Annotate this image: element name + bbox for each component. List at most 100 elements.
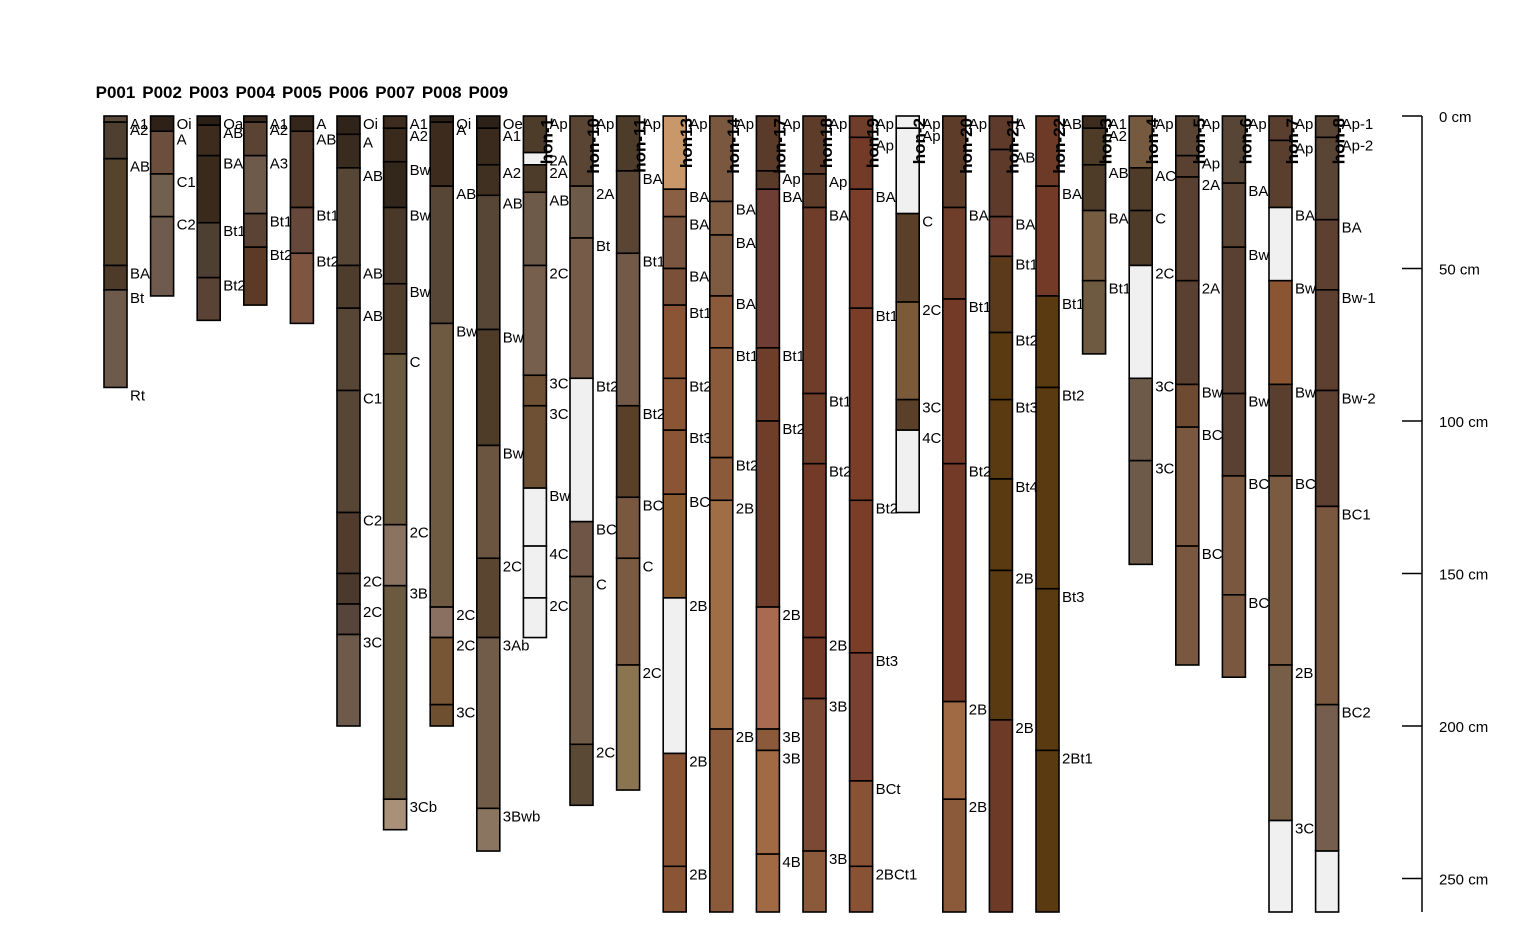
horizon-P004-3 [243,212,268,248]
horizon-label: Bw [1202,384,1223,401]
profile-id-label: hon-8 [1330,118,1349,164]
horizon-label: Ap [1155,116,1173,133]
horizon-label: C2 [363,513,382,530]
horizon-P002-2 [149,173,175,218]
horizon-label: Oe [503,116,523,133]
horizon-label: 3B [782,729,800,746]
horizon-label: 2A [1202,281,1220,298]
horizon-label: 2Bt1 [1062,750,1093,767]
horizon-hon-21-7 [988,569,1014,721]
horizon-hon-14-3 [708,295,734,349]
horizon-hon-11-6 [615,664,641,791]
profile-hon18: Ap Ap BA Bt1 Bt2 2B 3B 3B hon18 [802,115,852,913]
horizon-label: Oi [456,116,471,133]
horizon-label: 2B [689,866,707,883]
horizon-label: BC2 [1342,705,1371,722]
horizon-label: AB [363,308,383,325]
profile-id-label: hon-1 [537,118,556,164]
horizon-hon-1-5 [522,374,548,407]
horizon-label: Bt2 [736,458,759,475]
horizon-hon-4-4 [1128,377,1153,462]
horizon-P006-1 [336,133,361,169]
horizon-label: AB [1109,165,1129,182]
horizon-label: AB [1015,150,1035,167]
horizon-hon-20-4 [941,700,967,800]
horizon-P006-8 [336,603,361,636]
horizon-label: BA [829,208,849,225]
horizon-hon-5-3 [1175,279,1200,386]
profile-hon-5: Ap Ap 2A 2A Bw BC BC hon-5 [1175,115,1223,666]
horizon-label: 2C [456,607,475,624]
horizon-P003-3 [196,221,221,279]
horizon-label: 2B [1295,665,1313,682]
horizon-label: Bt1 [969,299,992,316]
horizon-label: Bt3 [689,430,712,447]
horizon-label: Oi [363,116,378,133]
horizon-hon-1-8 [522,545,548,599]
horizon-P009-5 [475,444,501,560]
profile-id-label: P003 [189,83,229,102]
horizon-label: BC [1202,546,1223,563]
horizon-hon-14-6 [708,499,734,730]
horizon-hon-1-7 [522,487,548,547]
horizon-label: Bw-1 [1342,290,1376,307]
profile-hon-7: Ap Ap BA Bw Bw BC 2B 3C hon-7 [1268,115,1316,913]
horizon-hon-1-6 [522,404,548,489]
horizon-label: 2B [689,598,707,615]
horizon-P006-9 [336,633,361,727]
horizon-label: A3 [270,156,288,173]
horizon-label: Bt1 [1109,281,1132,298]
horizon-label: BA [736,235,756,252]
profile-hon-20: Ap BA Bt1 Bt2 2B 2B hon-20 [941,115,992,913]
horizon-label: 3Ab [503,638,530,655]
horizon-label: Bt2 [1015,333,1038,350]
horizon-label: Ap [1202,156,1220,173]
horizon-P003-2 [196,154,221,224]
horizon-P005-3 [289,252,315,325]
horizon-label: AB [549,192,569,209]
profile-id-label: hon-22 [1050,118,1069,174]
profile-id-label: hon-20 [957,118,976,174]
horizon-label: BA [1295,208,1315,225]
depth-tick-label: 150 cm [1439,567,1488,584]
horizon-hon-17-8 [755,853,781,913]
horizon-P006-2 [336,167,361,267]
horizon-hon-22-5 [1035,749,1060,913]
horizon-hon-21-4 [988,331,1014,401]
profiles-layer: A1A2ABBABtRtP001OiAC1C2P002OaABBABt1Bt2P… [96,83,1376,913]
horizon-P006-6 [336,511,361,575]
profile-hon-8: Ap-1 Ap-2 BA Bw-1 Bw-2 BC1 BC2 hon-8 [1314,115,1376,913]
horizon-label: Ap [922,116,940,133]
horizon-label: 4C [549,546,568,563]
horizon-label: Bw [503,330,524,347]
profile-P008: OiA AB Bw 2C 2C 3C P008 [422,83,477,727]
horizon-hon-21-3 [988,255,1014,334]
horizon-label: Oi [177,116,192,133]
horizon-P008-3 [429,322,455,608]
horizon-label: Bt1 [270,214,293,231]
horizon-hon-6-5 [1221,594,1247,678]
horizon-label: 3C [922,400,941,417]
horizon-label: Ap [549,116,567,133]
horizon-label: BC [1202,427,1223,444]
horizon-label: C1 [177,174,196,191]
horizon-label: 3C [1295,821,1314,838]
profile-hon-11: Ap BA Bt1 Bt2 BC C 2C hon-11 [615,115,666,791]
horizon-label: Bw [549,488,570,505]
horizon-label: 2C [363,604,382,621]
horizon-label: Bt1 [643,253,666,270]
horizon-hon-10-3 [569,377,594,523]
horizon-hon-21-8 [988,719,1014,913]
horizon-P009-7 [475,636,501,810]
horizon-hon-1-3 [522,191,548,267]
horizon-label: Bt2 [876,500,899,517]
horizon-P008-1 [429,121,455,187]
horizon-hon-11-1 [615,170,641,255]
horizon-hon-4-2 [1128,209,1153,267]
horizon-hon-10-2 [569,237,594,380]
horizon-hon-14-5 [708,456,734,502]
horizon-label: BA [782,189,802,206]
horizon-hon-3-2 [1081,164,1107,212]
